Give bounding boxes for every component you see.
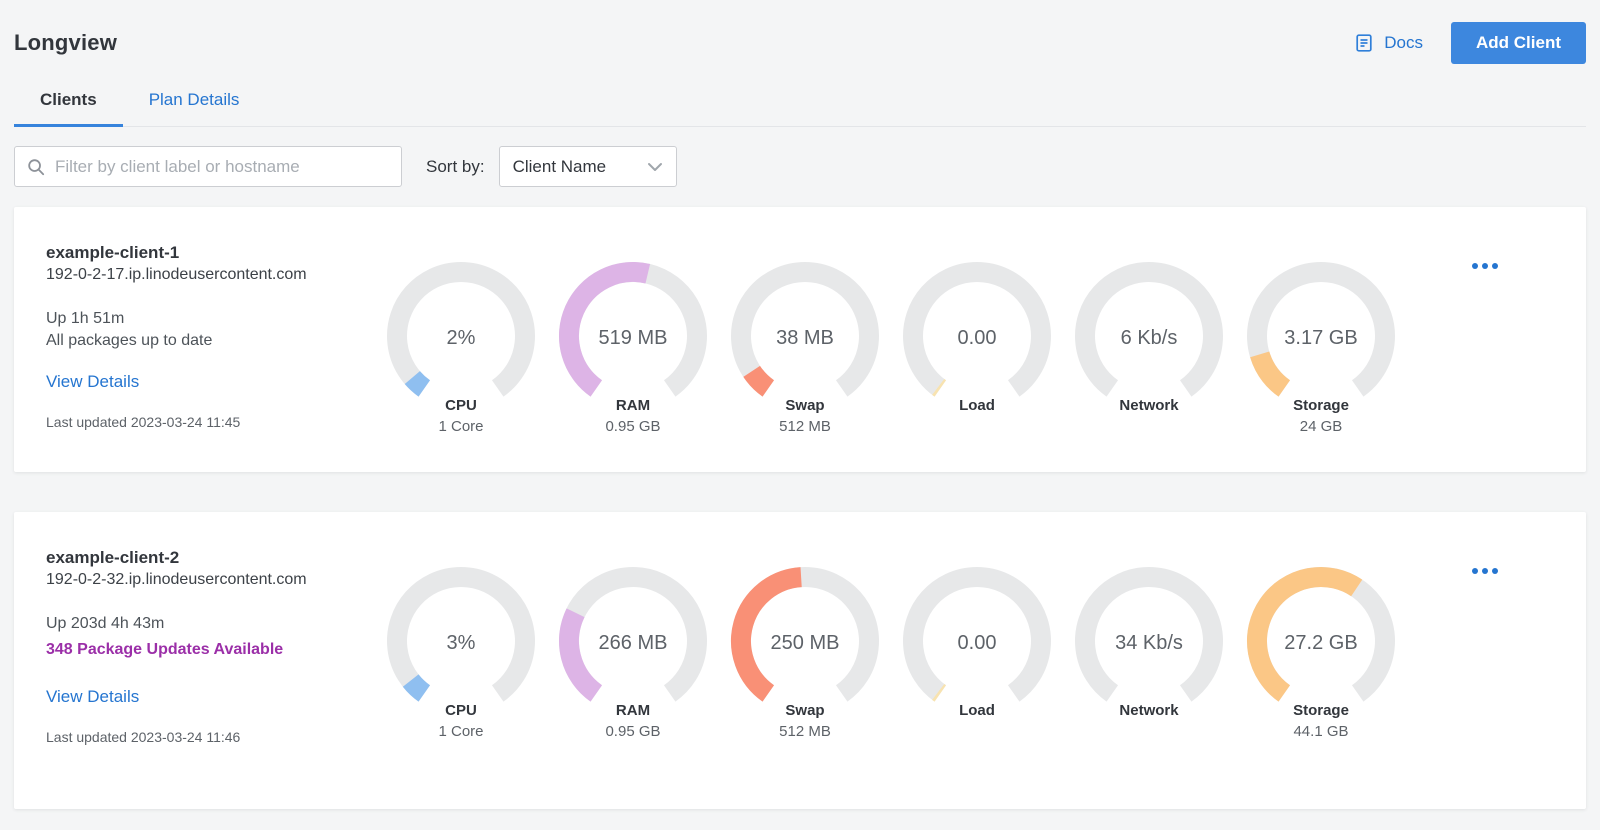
gauge-network: 34 Kb/s Network	[1074, 566, 1224, 783]
docs-link[interactable]: Docs	[1353, 32, 1423, 54]
gauge-label: RAM	[615, 702, 651, 719]
gauge-cpu: 3% CPU 1 Core	[386, 566, 536, 783]
package-updates-link[interactable]: 348 Package Updates Available	[46, 641, 284, 658]
gauges-row: 3% CPU 1 Core 266 MB RAM 0.95 GB 250 MB …	[386, 566, 1396, 783]
kebab-dot	[1492, 263, 1498, 269]
page-header: Longview Docs Add Client	[14, 0, 1586, 78]
filter-row: Sort by: Client Name	[14, 146, 1586, 187]
gauge-label: Swap	[785, 702, 825, 719]
page-title: Longview	[14, 30, 118, 55]
client-hostname: 192-0-2-32.ip.linodeusercontent.com	[46, 571, 307, 588]
client-actions-menu[interactable]	[1466, 257, 1504, 275]
header-actions: Docs Add Client	[1353, 22, 1586, 64]
docs-link-label: Docs	[1384, 33, 1423, 52]
gauge-sublabel: 512 MB	[779, 723, 831, 740]
client-info: example-client-1 192-0-2-17.ip.linodeuse…	[46, 237, 378, 446]
client-filter-box	[14, 146, 402, 187]
client-packages-status: All packages up to date	[46, 332, 213, 349]
client-hostname: 192-0-2-17.ip.linodeusercontent.com	[46, 266, 307, 283]
gauge-sublabel: 1 Core	[438, 723, 484, 740]
gauge-label: Storage	[1293, 702, 1349, 719]
last-updated: Last updated 2023-03-24 11:46	[46, 729, 241, 745]
kebab-dot	[1492, 568, 1498, 574]
document-icon	[1353, 32, 1375, 54]
gauge-load: 0.00 Load	[902, 261, 1052, 446]
gauge-storage: 27.2 GB Storage 44.1 GB	[1246, 566, 1396, 783]
gauge-ram: 266 MB RAM 0.95 GB	[558, 566, 708, 783]
gauge-sublabel	[1074, 723, 1224, 741]
gauge-sublabel	[1074, 418, 1224, 436]
gauge-sublabel: 512 MB	[779, 418, 831, 435]
gauge-sublabel: 24 GB	[1299, 418, 1343, 435]
sort-by-select[interactable]: Client Name	[498, 146, 677, 187]
longview-page: Longview Docs Add Client Clients Plan De…	[14, 0, 1586, 809]
view-details-link[interactable]: View Details	[46, 372, 140, 391]
gauges-row: 2% CPU 1 Core 519 MB RAM 0.95 GB 38 MB S…	[386, 261, 1396, 446]
gauge-label: Storage	[1293, 397, 1349, 414]
tab-clients[interactable]: Clients	[14, 78, 123, 127]
client-filter-input[interactable]	[55, 156, 389, 177]
tab-plan-details[interactable]: Plan Details	[148, 90, 240, 109]
last-updated: Last updated 2023-03-24 11:45	[46, 414, 241, 430]
gauge-label: CPU	[445, 397, 477, 414]
gauge-sublabel: 1 Core	[438, 418, 484, 435]
gauge-sublabel: 44.1 GB	[1293, 723, 1349, 740]
gauge-label: Load	[959, 397, 995, 414]
kebab-dot	[1472, 263, 1478, 269]
gauge-cpu: 2% CPU 1 Core	[386, 261, 536, 446]
client-name: example-client-2	[46, 548, 180, 567]
gauge-sublabel: 0.95 GB	[605, 418, 661, 435]
sort-by-label: Sort by:	[426, 156, 485, 176]
tab-bar: Clients Plan Details	[14, 78, 1586, 127]
gauge-swap: 38 MB Swap 512 MB	[730, 261, 880, 446]
gauge-load: 0.00 Load	[902, 566, 1052, 783]
gauge-swap: 250 MB Swap 512 MB	[730, 566, 880, 783]
gauge-label: CPU	[445, 702, 477, 719]
gauge-storage: 3.17 GB Storage 24 GB	[1246, 261, 1396, 446]
gauge-label: Load	[959, 702, 995, 719]
gauge-ram: 519 MB RAM 0.95 GB	[558, 261, 708, 446]
gauge-sublabel: 0.95 GB	[605, 723, 661, 740]
sort-by-value: Client Name	[512, 156, 607, 176]
gauge-label: RAM	[615, 397, 651, 414]
client-uptime: Up 203d 4h 43m	[46, 615, 165, 632]
gauge-label: Swap	[785, 397, 825, 414]
kebab-dot	[1482, 568, 1488, 574]
kebab-dot	[1482, 263, 1488, 269]
client-card-example-client-2: example-client-2 192-0-2-32.ip.linodeuse…	[14, 512, 1586, 809]
gauge-label: Network	[1119, 702, 1179, 719]
gauge-network: 6 Kb/s Network	[1074, 261, 1224, 446]
view-details-link[interactable]: View Details	[46, 687, 140, 706]
client-card-example-client-1: example-client-1 192-0-2-17.ip.linodeuse…	[14, 207, 1586, 472]
gauge-label: Network	[1119, 397, 1179, 414]
client-name: example-client-1	[46, 243, 180, 262]
client-uptime: Up 1h 51m	[46, 310, 125, 327]
add-client-button[interactable]: Add Client	[1451, 22, 1586, 64]
client-info: example-client-2 192-0-2-32.ip.linodeuse…	[46, 542, 378, 783]
gauge-sublabel	[902, 723, 1052, 741]
search-icon	[27, 158, 45, 176]
kebab-dot	[1472, 568, 1478, 574]
client-actions-menu[interactable]	[1466, 562, 1504, 580]
gauge-sublabel	[902, 418, 1052, 436]
chevron-down-icon	[647, 162, 663, 172]
